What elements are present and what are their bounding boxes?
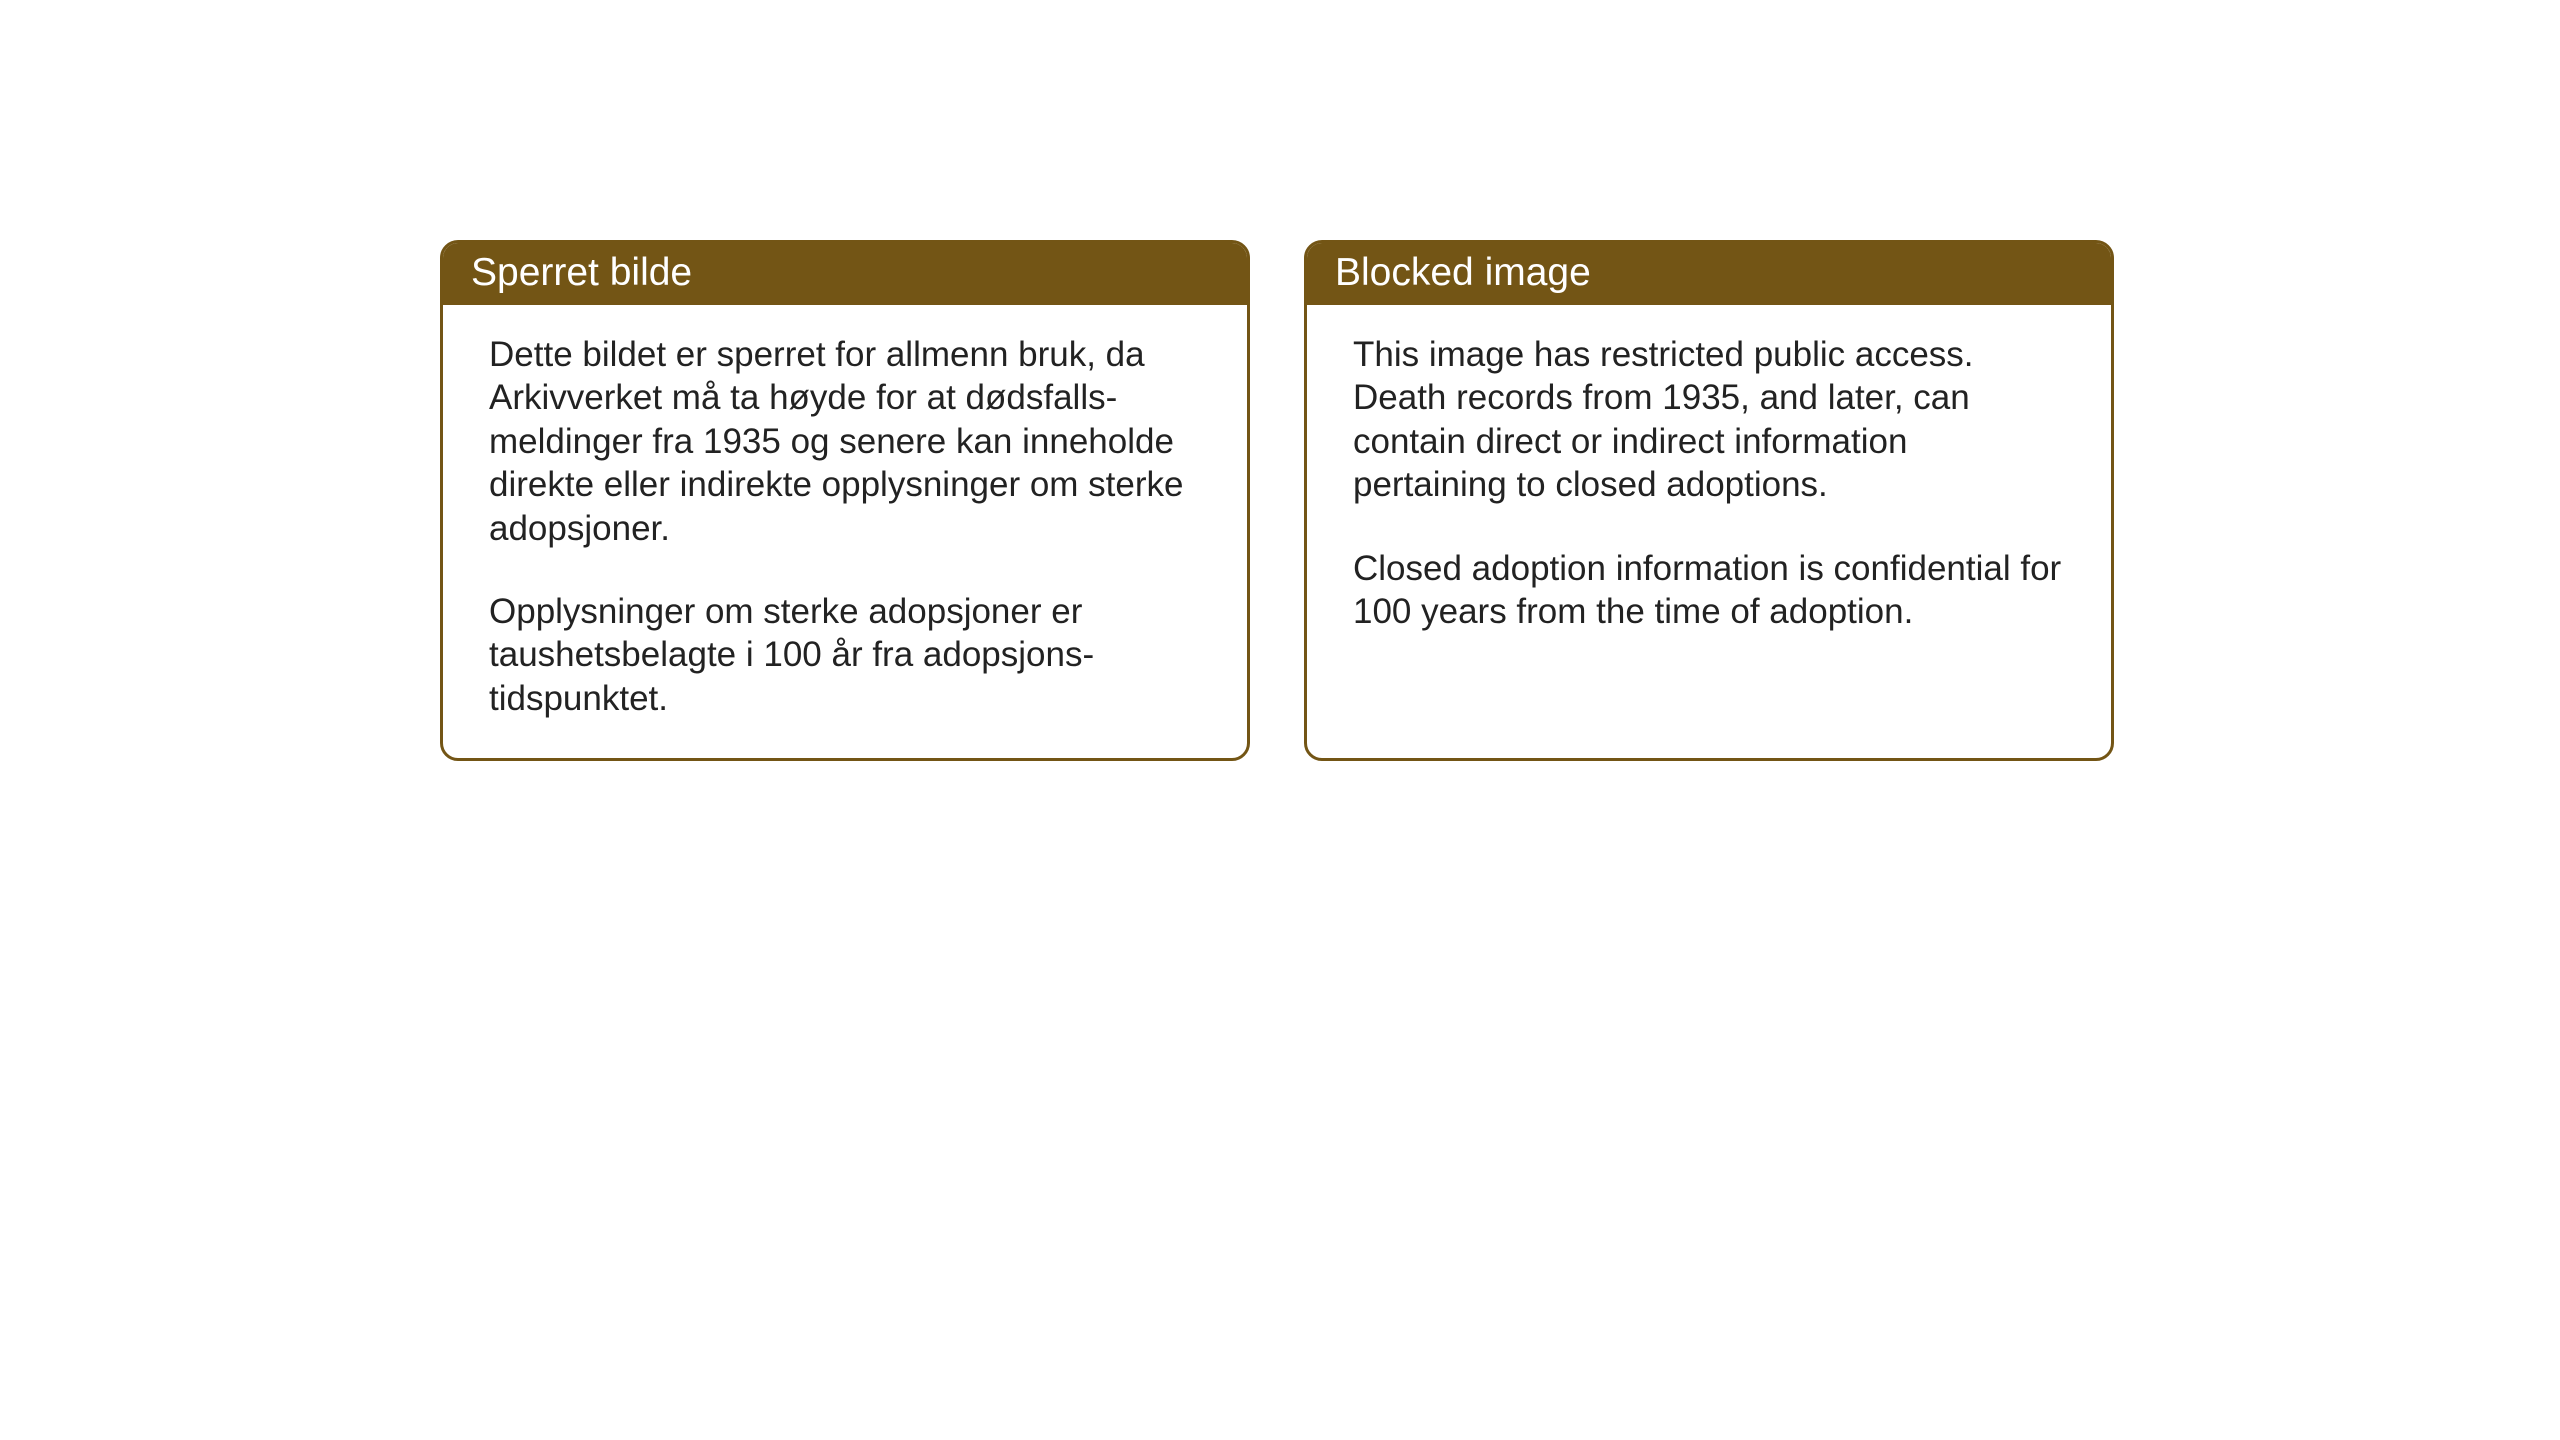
notice-card-norwegian: Sperret bilde Dette bildet er sperret fo… xyxy=(440,240,1250,761)
notice-paragraph: Opplysninger om sterke adopsjoner er tau… xyxy=(489,590,1201,720)
notice-body-norwegian: Dette bildet er sperret for allmenn bruk… xyxy=(443,305,1247,758)
notice-paragraph: This image has restricted public access.… xyxy=(1353,333,2065,507)
notice-card-english: Blocked image This image has restricted … xyxy=(1304,240,2114,761)
notice-header-norwegian: Sperret bilde xyxy=(443,243,1247,305)
notice-paragraph: Closed adoption information is confident… xyxy=(1353,547,2065,634)
notice-body-english: This image has restricted public access.… xyxy=(1307,305,2111,745)
notice-header-english: Blocked image xyxy=(1307,243,2111,305)
notice-paragraph: Dette bildet er sperret for allmenn bruk… xyxy=(489,333,1201,550)
notice-container: Sperret bilde Dette bildet er sperret fo… xyxy=(440,240,2114,761)
